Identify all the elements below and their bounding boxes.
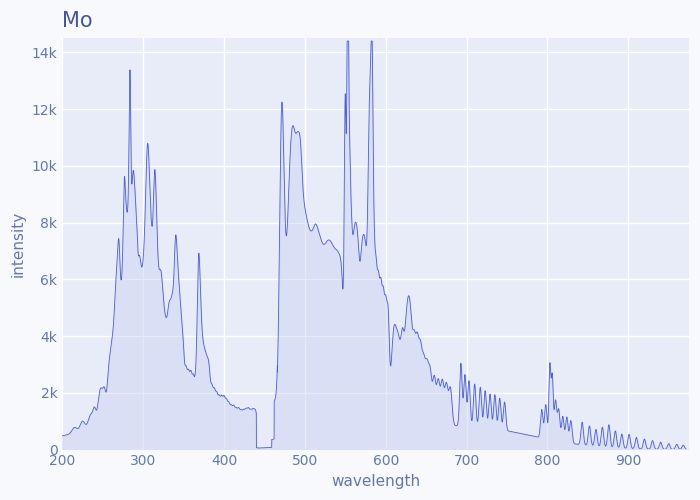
Y-axis label: intensity: intensity [11, 210, 26, 277]
X-axis label: wavelength: wavelength [331, 474, 420, 489]
Text: Mo: Mo [62, 11, 93, 31]
